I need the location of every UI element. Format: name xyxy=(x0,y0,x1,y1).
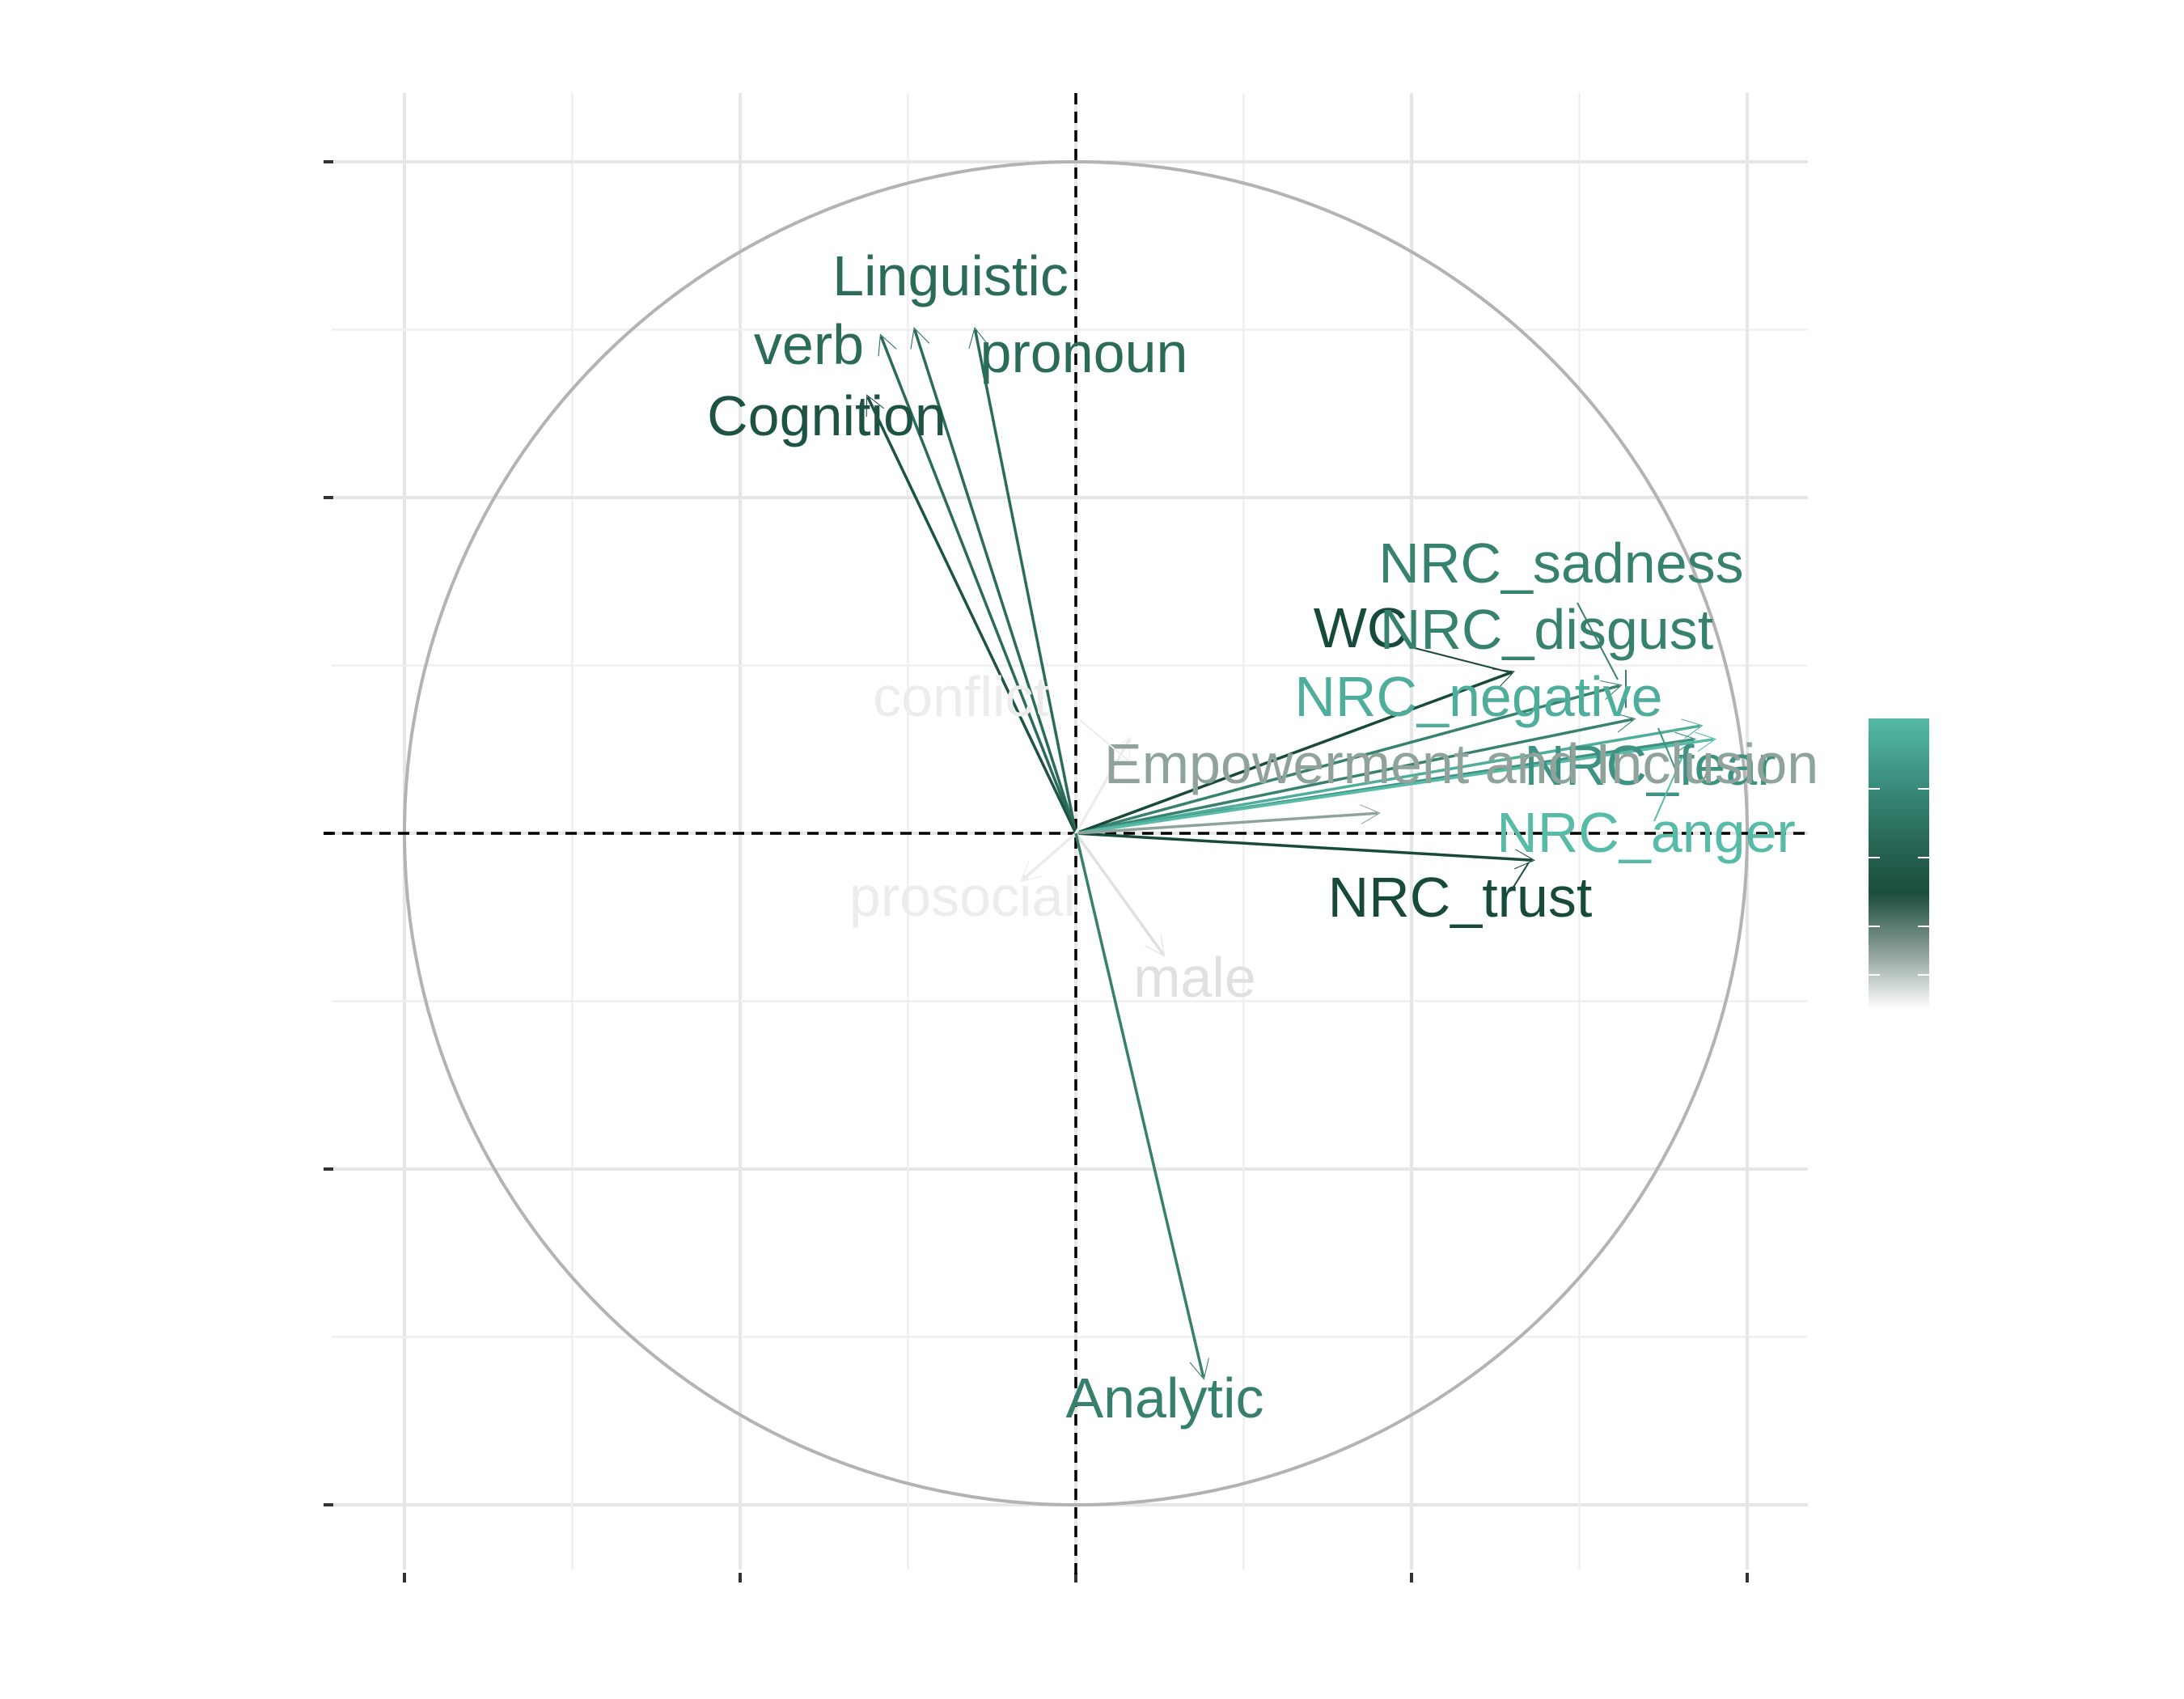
variable-label-nrc-anger: NRC_anger xyxy=(1496,801,1796,864)
label-leader-nrc-fear xyxy=(1657,727,1679,777)
variable-label-empowerment-and-inclusion: Empowerment and Inclusion xyxy=(1104,732,1818,795)
arrow-cognition xyxy=(866,394,1077,834)
arrow-male xyxy=(1074,832,1166,957)
label-leader-nrc-sadness xyxy=(1577,602,1619,680)
variable-label-linguistic: Linguistic xyxy=(832,244,1069,307)
arrow-wc xyxy=(1075,668,1515,835)
label-leader-nrc-trust xyxy=(1512,862,1530,889)
arrow-nrc-sadness xyxy=(1075,680,1623,835)
variable-label-pronoun: pronoun xyxy=(980,321,1188,384)
variable-label-nrc-trust: NRC_trust xyxy=(1328,866,1593,929)
arrow-empowerment-and-inclusion xyxy=(1075,804,1382,835)
variable-label-nrc-fear: NRC_fear xyxy=(1524,734,1776,797)
arrow-nrc-trust xyxy=(1075,832,1536,870)
arrow-pronoun xyxy=(968,326,1077,834)
variable-label-analytic: Analytic xyxy=(1065,1366,1263,1430)
variable-label-conflict: conflict xyxy=(873,665,1049,728)
variable-label-prosocial: prosocial xyxy=(849,865,1076,928)
variable-label-wc: WC xyxy=(1314,596,1408,659)
variable-label-nrc-disgust: NRC_disgust xyxy=(1380,598,1713,661)
arrow-nrc-anger xyxy=(1075,731,1717,835)
arrow-linguistic xyxy=(910,327,1077,834)
variable-label-nrc-sadness: NRC_sadness xyxy=(1378,532,1743,595)
variable-label-male: male xyxy=(1133,946,1256,1009)
arrow-prosocial xyxy=(1019,832,1077,883)
label-leader-wc xyxy=(1411,646,1513,674)
label-leader-nrc-anger xyxy=(1653,756,1683,822)
variable-label-nrc-negative: NRC_negative xyxy=(1294,665,1662,728)
arrow-nrc-disgust xyxy=(1075,712,1636,835)
colorbar xyxy=(1869,718,1929,1010)
variable-label-verb: verb xyxy=(754,313,864,376)
variable-label-cognition: Cognition xyxy=(707,384,946,447)
arrow-nrc-negative xyxy=(1075,718,1704,835)
arrow-analytic xyxy=(1074,833,1209,1380)
label-leader-conflict xyxy=(1079,719,1129,761)
arrow-verb xyxy=(878,333,1077,834)
